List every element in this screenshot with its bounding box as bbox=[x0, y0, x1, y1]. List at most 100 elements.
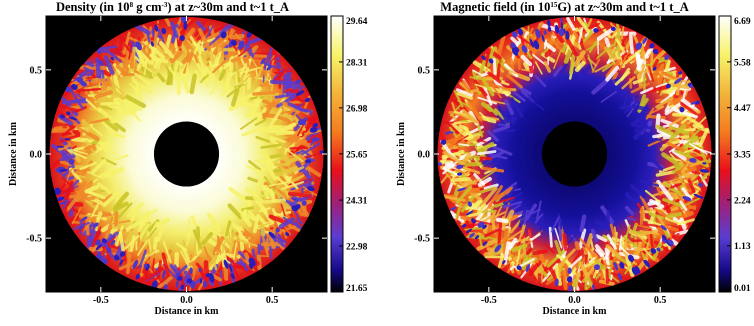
low-value-patch bbox=[132, 259, 139, 270]
low-value-patch bbox=[202, 280, 208, 288]
streak bbox=[534, 213, 543, 224]
title-text: g cm bbox=[133, 0, 162, 14]
streak bbox=[92, 143, 108, 156]
streak bbox=[281, 101, 301, 114]
low-value-patch bbox=[70, 83, 78, 90]
streak bbox=[564, 35, 578, 57]
streak bbox=[286, 176, 299, 190]
streak bbox=[301, 142, 321, 156]
streak bbox=[132, 86, 144, 102]
title-superscript: -3 bbox=[162, 1, 168, 9]
streak bbox=[644, 189, 661, 204]
streak bbox=[456, 92, 473, 100]
streak bbox=[180, 250, 191, 271]
streak bbox=[125, 94, 146, 109]
low-value-patch bbox=[260, 57, 266, 65]
streak bbox=[147, 227, 158, 240]
streak bbox=[134, 46, 147, 68]
streak bbox=[516, 246, 522, 265]
streak bbox=[510, 36, 520, 46]
streak bbox=[479, 111, 491, 123]
streak bbox=[635, 224, 652, 230]
low-value-patch bbox=[230, 272, 235, 280]
streak bbox=[97, 45, 118, 51]
streak bbox=[543, 60, 552, 73]
streak bbox=[530, 233, 541, 241]
low-value-patch bbox=[477, 221, 485, 228]
streak bbox=[280, 181, 304, 191]
streak bbox=[482, 156, 501, 166]
streak bbox=[193, 54, 199, 64]
streak bbox=[199, 46, 210, 64]
streak bbox=[559, 62, 568, 76]
streak bbox=[98, 168, 116, 178]
y-axis-label: Distance in km bbox=[396, 121, 407, 186]
streak bbox=[260, 95, 268, 114]
streak bbox=[124, 43, 132, 54]
low-value-patch bbox=[176, 275, 183, 281]
streak bbox=[186, 44, 190, 63]
streak bbox=[233, 242, 238, 261]
low-value-patch bbox=[295, 203, 301, 210]
streak bbox=[198, 55, 208, 76]
streak bbox=[521, 254, 529, 271]
streak bbox=[198, 37, 205, 58]
low-value-patch bbox=[113, 254, 120, 261]
streak bbox=[244, 34, 250, 46]
streak bbox=[224, 255, 241, 269]
streak bbox=[660, 91, 676, 104]
low-value-patch bbox=[231, 40, 237, 46]
low-value-patch bbox=[189, 267, 193, 275]
streak bbox=[128, 42, 133, 58]
streak bbox=[698, 173, 708, 187]
low-value-patch bbox=[661, 235, 667, 240]
streak bbox=[95, 57, 101, 79]
low-value-patch bbox=[471, 218, 476, 224]
streak bbox=[668, 96, 683, 106]
streak bbox=[137, 241, 145, 262]
low-value-patch bbox=[494, 244, 502, 253]
streak bbox=[442, 160, 454, 171]
streak bbox=[477, 60, 486, 80]
streak bbox=[670, 182, 682, 189]
streak bbox=[254, 63, 265, 84]
streak bbox=[51, 143, 69, 158]
streak bbox=[605, 210, 611, 227]
streak bbox=[525, 203, 538, 221]
low-value-patch bbox=[268, 231, 276, 239]
streak bbox=[267, 47, 273, 67]
streak bbox=[566, 17, 576, 31]
low-value-patch bbox=[98, 60, 104, 66]
streak bbox=[187, 257, 202, 267]
streak bbox=[278, 148, 290, 163]
low-value-patch bbox=[610, 26, 616, 32]
streak bbox=[513, 91, 526, 102]
streak bbox=[276, 95, 296, 108]
streak bbox=[587, 54, 594, 72]
low-value-patch bbox=[162, 269, 166, 280]
low-value-patch bbox=[59, 169, 68, 172]
streak bbox=[118, 32, 124, 52]
streak bbox=[129, 51, 135, 69]
streak bbox=[159, 40, 175, 59]
streak bbox=[477, 141, 495, 153]
streak bbox=[594, 63, 610, 73]
streak bbox=[569, 54, 576, 75]
low-value-patch bbox=[119, 259, 124, 266]
streak bbox=[544, 244, 556, 254]
streak bbox=[112, 201, 129, 213]
streak bbox=[63, 125, 75, 135]
streak bbox=[529, 52, 547, 66]
low-value-patch bbox=[64, 138, 71, 141]
low-value-patch bbox=[565, 30, 570, 40]
streak bbox=[644, 65, 652, 81]
streak bbox=[483, 186, 498, 204]
streak bbox=[521, 68, 531, 72]
low-value-patch bbox=[558, 28, 565, 37]
streak bbox=[621, 76, 636, 90]
streak bbox=[188, 33, 202, 55]
low-value-patch bbox=[512, 32, 517, 37]
low-value-patch bbox=[183, 21, 188, 30]
